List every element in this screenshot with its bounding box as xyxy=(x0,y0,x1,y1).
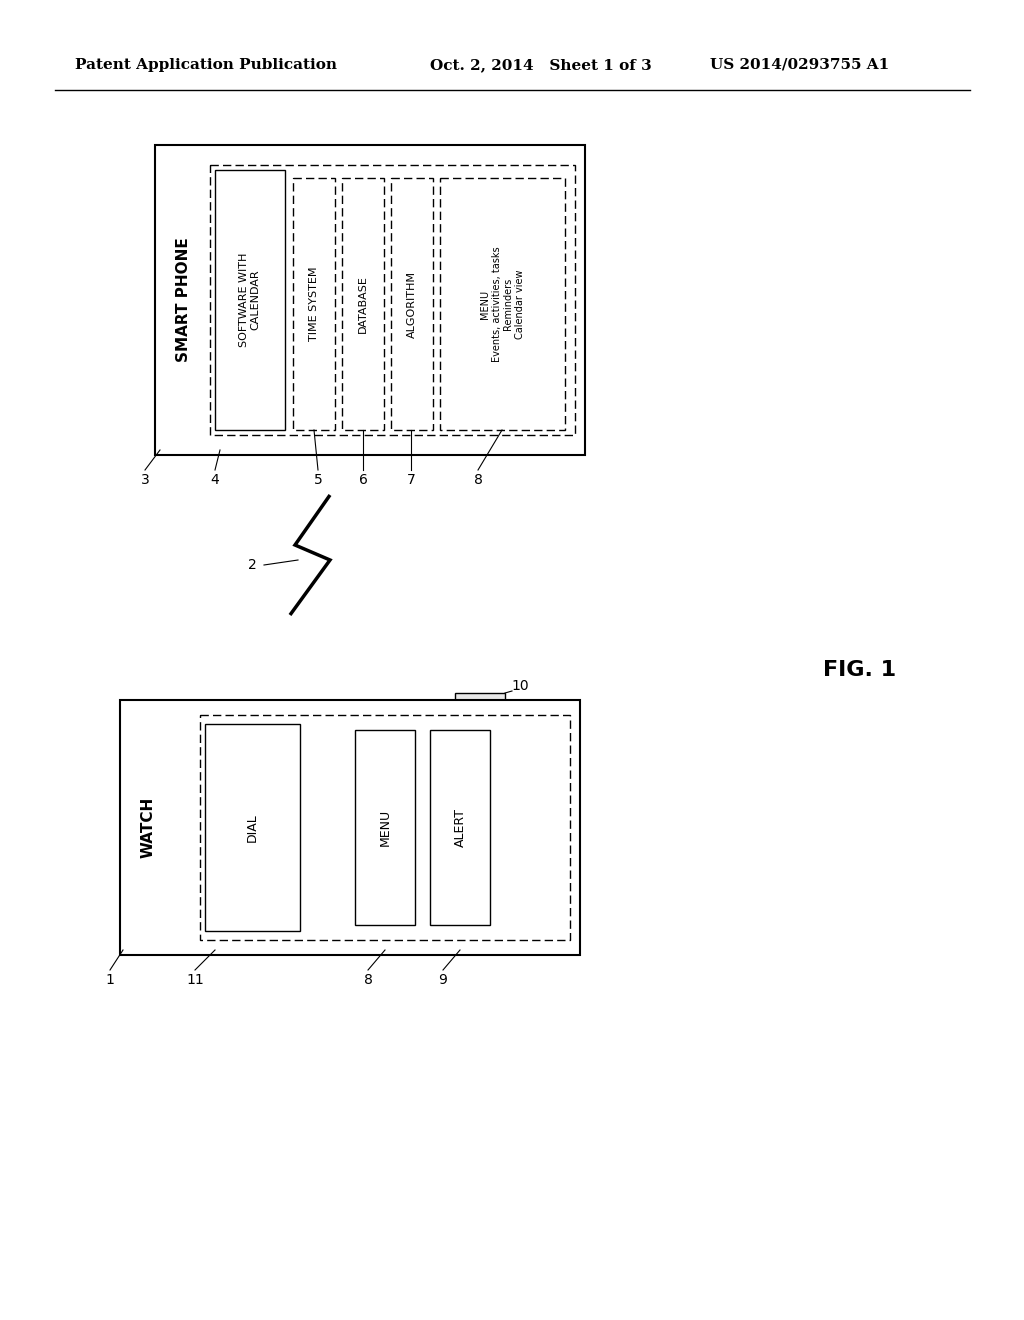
Text: SOFTWARE WITH
CALENDAR: SOFTWARE WITH CALENDAR xyxy=(240,253,261,347)
Text: 3: 3 xyxy=(140,473,150,487)
Text: SMART PHONE: SMART PHONE xyxy=(175,238,190,363)
Bar xyxy=(391,178,433,430)
Bar xyxy=(355,730,415,925)
Text: 2: 2 xyxy=(248,558,256,572)
Text: Oct. 2, 2014   Sheet 1 of 3: Oct. 2, 2014 Sheet 1 of 3 xyxy=(430,58,651,73)
Text: 4: 4 xyxy=(211,473,219,487)
Bar xyxy=(293,178,335,430)
Text: MENU
Events, activities, tasks
Reminders
Calendar view: MENU Events, activities, tasks Reminders… xyxy=(480,247,525,362)
Bar xyxy=(200,715,570,940)
Text: 1: 1 xyxy=(105,973,115,987)
Bar xyxy=(205,723,300,931)
Bar xyxy=(342,178,384,430)
Text: 6: 6 xyxy=(358,473,368,487)
Text: 5: 5 xyxy=(313,473,323,487)
Text: FIG. 1: FIG. 1 xyxy=(823,660,897,680)
Bar xyxy=(215,170,285,430)
Bar xyxy=(455,693,505,715)
Text: TIME SYSTEM: TIME SYSTEM xyxy=(309,267,319,342)
Text: 10: 10 xyxy=(511,678,528,693)
Text: WATCH: WATCH xyxy=(140,797,156,858)
Text: ALERT: ALERT xyxy=(454,808,467,847)
Text: DATABASE: DATABASE xyxy=(358,275,368,333)
Text: 9: 9 xyxy=(438,973,447,987)
Text: 11: 11 xyxy=(186,973,204,987)
Bar xyxy=(155,145,585,455)
Text: 8: 8 xyxy=(473,473,482,487)
Text: 8: 8 xyxy=(364,973,373,987)
Bar xyxy=(210,165,575,436)
Bar xyxy=(440,178,565,430)
Bar xyxy=(120,700,580,954)
Text: Patent Application Publication: Patent Application Publication xyxy=(75,58,337,73)
Text: ALGORITHM: ALGORITHM xyxy=(407,271,417,338)
Text: MENU: MENU xyxy=(379,809,391,846)
Bar xyxy=(430,730,490,925)
Text: 7: 7 xyxy=(407,473,416,487)
Text: US 2014/0293755 A1: US 2014/0293755 A1 xyxy=(710,58,889,73)
Text: DIAL: DIAL xyxy=(246,813,259,842)
